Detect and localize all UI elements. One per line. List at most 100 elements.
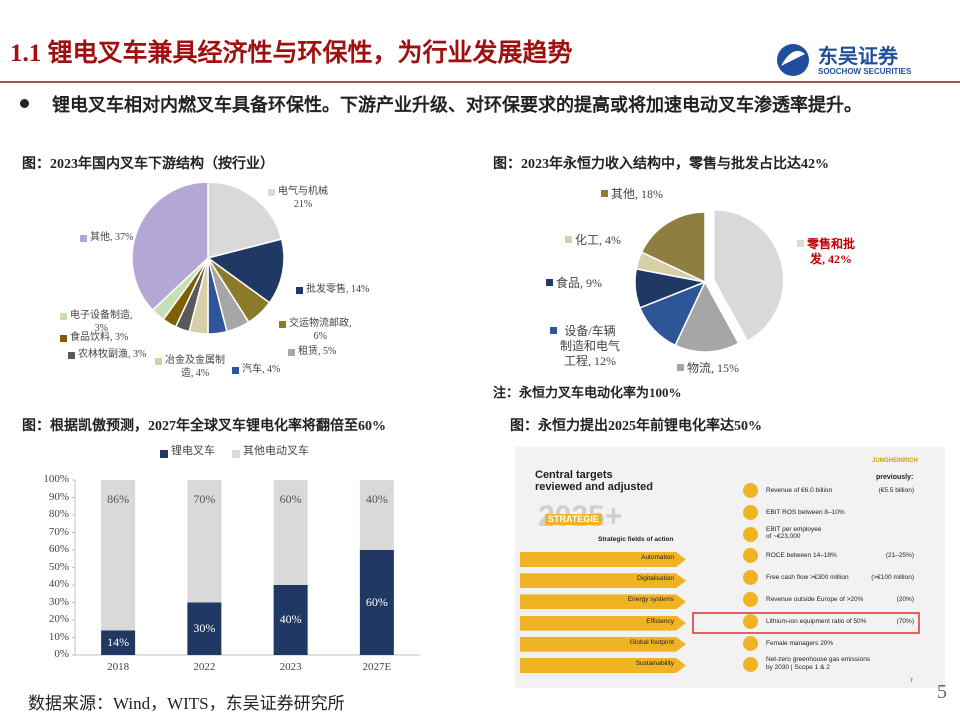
pie-slice — [131, 181, 209, 312]
y-tick-label: 100% — [43, 473, 69, 485]
chart-note: 注：永恒力叉车电动化率为100% — [493, 385, 682, 400]
slice-label: 食品, 9% — [556, 276, 602, 290]
pie-slice — [640, 211, 706, 284]
label-key — [268, 189, 275, 196]
target-previous: (€5.5 billion) — [878, 487, 914, 494]
bullet-dot — [20, 99, 29, 108]
label-key — [296, 287, 303, 294]
target-text: Net-zero greenhouse gas emissions by 203… — [766, 656, 871, 671]
bar-segment — [187, 602, 222, 655]
bar-segment — [101, 480, 136, 631]
value-label: 86% — [107, 492, 130, 506]
slice-label: 化工, 4% — [575, 233, 621, 247]
y-tick-label: 80% — [48, 508, 69, 520]
target-icon — [743, 570, 758, 586]
target-text: ROCE between 14–18% — [766, 552, 837, 560]
y-tick-label: 60% — [48, 543, 69, 555]
bar-segment — [359, 480, 394, 550]
fig-page: 7 — [910, 678, 913, 684]
value-label: 30% — [193, 620, 216, 635]
target-icon — [743, 483, 758, 498]
slice-label: 农林牧副渔, 3% — [78, 349, 147, 360]
fig-title: Central targets reviewed and adjusted — [535, 469, 653, 494]
field-bar — [520, 658, 686, 673]
slice-label: 电气与机械 21% — [278, 186, 328, 210]
field-bar — [520, 573, 686, 589]
target-text: Lithium-ion equipment ratio of 50% — [766, 617, 867, 625]
bullet-text: 锂电叉车相对内燃叉车具备环保性。下游产业升级、对环保要求的提高或将加速电动叉车渗… — [52, 95, 862, 115]
label-key — [550, 327, 557, 334]
bar-segment — [187, 480, 222, 603]
y-tick-label: 20% — [48, 613, 69, 625]
field-bar — [520, 615, 686, 631]
pie-slice — [712, 209, 785, 343]
x-tick-label: 2027E — [362, 661, 392, 673]
logo-cn: 东吴证券 — [818, 44, 898, 68]
label-key — [546, 279, 553, 286]
target-text: Revenue of €6.0 billion — [766, 487, 833, 494]
slice-label: 其他, 37% — [90, 232, 134, 243]
fig-previously: previously: — [876, 474, 914, 481]
bar-segment — [101, 630, 136, 655]
slice-label: 交运物流邮政, 6% — [289, 318, 352, 342]
label-key — [155, 358, 162, 365]
slice-label: 其他, 18% — [611, 187, 663, 201]
slice-label: 电子设备制造, 3% — [70, 310, 133, 334]
slice-label: 批发零售, 14% — [306, 284, 370, 295]
chart-title: 图：根据凯傲预测，2027年全球叉车锂电化率将翻倍至60% — [22, 419, 386, 434]
target-icon — [743, 613, 758, 629]
chart-title: 图：2023年国内叉车下游结构（按行业） — [22, 157, 274, 172]
y-tick-label: 10% — [48, 630, 69, 643]
target-icon — [743, 657, 758, 673]
field-bar — [520, 552, 686, 567]
target-text: EBIT ROS between 8–10% — [766, 508, 845, 516]
target-text: Free cash flow >€300 million — [766, 574, 849, 582]
bar-segment — [273, 480, 308, 585]
fig-fields-heading: Strategic fields of action — [598, 536, 674, 543]
y-tick-label: 0% — [54, 648, 69, 660]
target-previous: (20%) — [896, 596, 914, 603]
label-key — [601, 190, 608, 197]
label-key — [565, 236, 572, 243]
value-label: 14% — [107, 634, 130, 649]
target-icon — [743, 504, 758, 520]
slice-label: 租赁, 5% — [298, 346, 337, 357]
value-label: 40% — [279, 612, 302, 626]
y-tick-label: 40% — [48, 578, 69, 590]
slice-label: 零售和批 发, 42% — [807, 237, 856, 266]
target-text: Revenue outside Europe of >20% — [766, 596, 864, 603]
pie-slice — [206, 238, 285, 304]
field-label: Automation — [641, 554, 674, 561]
field-label: Global footprint — [629, 638, 674, 646]
label-key — [232, 367, 239, 374]
slice-label: 物流, 15% — [687, 361, 739, 375]
target-icon — [743, 526, 758, 542]
field-label: Energy systems — [627, 596, 674, 604]
pie-slice — [674, 280, 740, 353]
label-key — [68, 352, 75, 359]
slice-label: 食品饮料, 3% — [70, 332, 129, 343]
slice-label: 冶金及金属制 造, 4% — [165, 355, 225, 379]
slice-label: 设备/车辆 制造和电气 工程, 12% — [560, 324, 621, 368]
highlight-box — [692, 612, 920, 634]
field-label: Sustainability — [635, 660, 674, 667]
x-tick-label: 2018 — [107, 661, 130, 673]
value-label: 60% — [279, 492, 302, 506]
legend-key — [232, 450, 240, 458]
target-previous: (>€100 million) — [871, 574, 914, 582]
fig-brand: JUNGHEINRICH — [872, 458, 918, 464]
value-label: 70% — [193, 492, 216, 506]
target-icon — [743, 548, 758, 564]
source: 数据来源：Wind，WITS，东吴证券研究所 — [28, 694, 345, 713]
page-number: 5 — [937, 681, 947, 703]
logo-mark — [777, 44, 809, 76]
label-key — [60, 313, 67, 320]
target-text: EBIT per employee of ~€23,000 — [766, 525, 822, 541]
bar-segment — [273, 585, 308, 655]
legend-label: 其他电动叉车 — [243, 445, 309, 457]
target-previous: (21–25%) — [885, 552, 914, 560]
target-previous: (70%) — [896, 617, 914, 625]
y-tick-label: 90% — [48, 490, 69, 503]
target-icon — [743, 592, 758, 607]
